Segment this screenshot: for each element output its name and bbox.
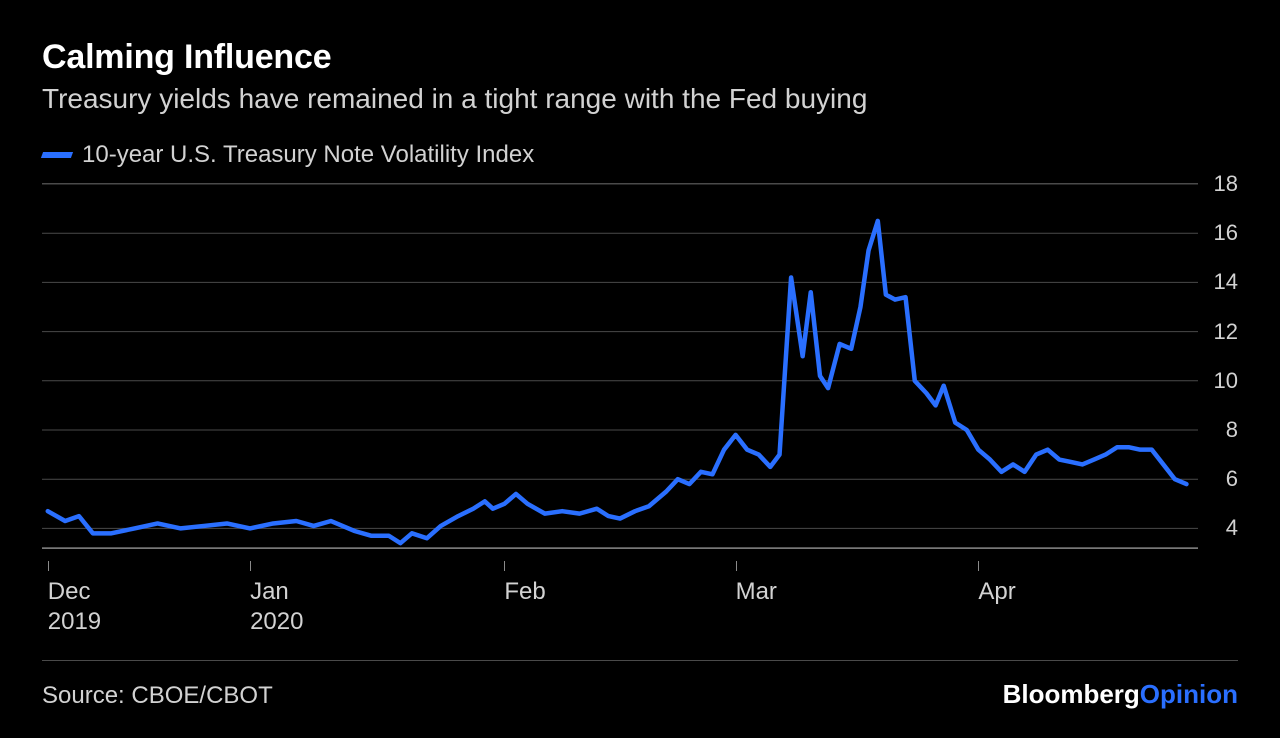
x-tick-label: Apr [978,577,1015,607]
brand-logo: BloombergOpinion [1003,679,1238,710]
legend: 10-year U.S. Treasury Note Volatility In… [42,141,1238,169]
x-tick-mark [48,561,49,571]
x-tick: Dec2019 [48,561,101,637]
y-tick-label: 18 [1214,171,1238,197]
x-tick-label: Jan [250,577,303,607]
x-tick-mark [978,561,979,571]
chart-title: Calming Influence [42,38,1238,77]
x-tick: Mar [736,561,777,607]
line-chart-svg [42,184,1198,553]
source-text: Source: CBOE/CBOT [42,682,273,710]
y-tick-label: 14 [1214,269,1238,295]
brand-word-a: Bloomberg [1003,679,1140,709]
chart-subtitle: Treasury yields have remained in a tight… [42,83,1238,115]
y-tick-label: 16 [1214,220,1238,246]
legend-swatch [41,152,73,158]
x-tick-mark [250,561,251,571]
legend-label: 10-year U.S. Treasury Note Volatility In… [82,141,534,169]
x-tick: Jan2020 [250,561,303,637]
x-tick-label: Feb [504,577,545,607]
chart-plot-area: 4681012141618 [42,183,1198,553]
brand-word-b: Opinion [1140,679,1238,709]
x-tick-sublabel: 2020 [250,607,303,637]
x-tick-sublabel: 2019 [48,607,101,637]
y-tick-label: 10 [1214,368,1238,394]
footer-row: Source: CBOE/CBOT BloombergOpinion [42,660,1238,710]
y-tick-label: 4 [1226,515,1238,541]
x-tick: Apr [978,561,1015,607]
x-tick-label: Mar [736,577,777,607]
x-tick: Feb [504,561,545,607]
x-tick-mark [736,561,737,571]
y-tick-label: 6 [1226,466,1238,492]
y-tick-label: 12 [1214,319,1238,345]
x-tick-label: Dec [48,577,101,607]
x-axis: Dec2019 Jan2020 Feb Mar Apr [42,561,1198,641]
y-tick-label: 8 [1226,417,1238,443]
x-tick-mark [504,561,505,571]
